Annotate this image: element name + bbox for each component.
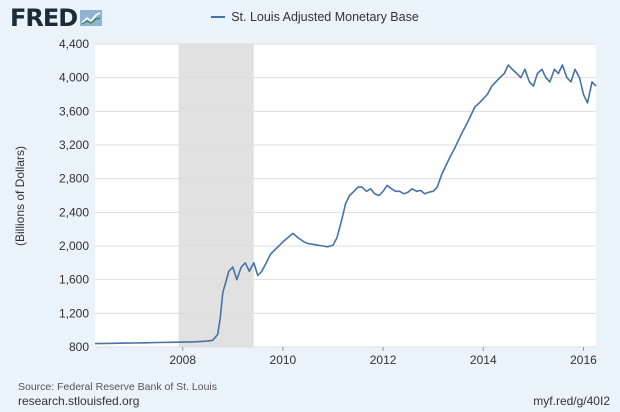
source-note: Source: Federal Reserve Bank of St. Loui… [18, 381, 218, 393]
x-tick-label: 2012 [370, 353, 397, 367]
gridlines [95, 43, 596, 348]
y-tick-label: 2,400 [59, 205, 89, 219]
y-axis-ticks: 800 1,200 1,600 2,000 2,400 2,800 3,200 3,600 4,… [59, 37, 89, 354]
short-url[interactable]: myf.red/g/40I2 [533, 394, 610, 408]
y-tick-label: 4,000 [59, 71, 89, 85]
chart-legend: St. Louis Adjusted Monetary Base [0, 10, 620, 24]
y-tick-label: 3,200 [59, 138, 89, 152]
series-layer [94, 64, 597, 345]
y-tick-label: 2,000 [59, 239, 89, 253]
x-tick-label: 2014 [470, 353, 497, 367]
y-tick-label: 1,600 [59, 273, 89, 287]
x-tick-label: 2008 [169, 353, 196, 367]
plot-area [95, 44, 596, 347]
x-tick-label: 2010 [270, 353, 297, 367]
x-tick-label: 2016 [570, 353, 597, 367]
y-tick-label: 1,200 [59, 306, 89, 320]
legend-label: St. Louis Adjusted Monetary Base [231, 10, 419, 24]
fred-logo: FRED [10, 4, 103, 32]
y-tick-label: 4,400 [59, 37, 89, 51]
fred-logo-text: FRED [10, 4, 78, 32]
recession-band [178, 44, 254, 347]
source-url[interactable]: research.stlouisfed.org [18, 394, 140, 408]
recession-bands [178, 44, 254, 347]
y-tick-label: 800 [69, 340, 89, 354]
x-axis-ticks: 2008 2010 2012 2014 2016 [169, 347, 597, 367]
y-tick-label: 3,600 [59, 104, 89, 118]
legend-swatch [211, 16, 226, 18]
chart-line-icon [80, 10, 103, 26]
y-axis-title: (Billions of Dollars) [13, 146, 27, 246]
y-tick-label: 2,800 [59, 172, 89, 186]
series-line [94, 64, 597, 345]
